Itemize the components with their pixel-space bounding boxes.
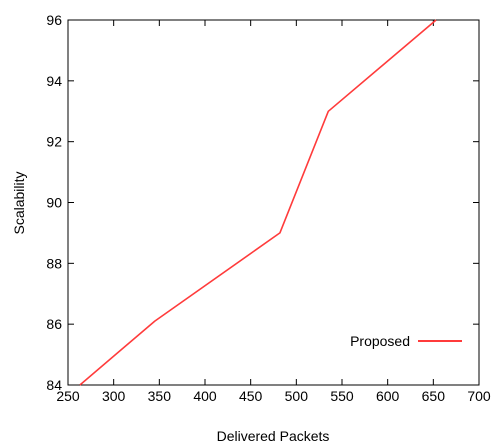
legend-label-proposed: Proposed [350,333,410,349]
legend: Proposed [350,333,462,349]
x-axis-title: Delivered Packets [217,428,330,444]
y-tick-label: 86 [46,316,62,332]
x-tick-label: 350 [148,388,172,404]
x-tick-labels: 250 300 350 400 450 500 550 600 650 700 [56,388,491,404]
x-tick-label: 300 [102,388,126,404]
series-line-proposed [79,19,437,386]
axis-ticks [67,19,480,386]
x-tick-label: 550 [330,388,354,404]
y-tick-label: 96 [46,12,62,28]
y-tick-label: 88 [46,255,62,271]
y-tick-label: 90 [46,195,62,211]
x-tick-label: 700 [467,388,491,404]
plot-frame [67,19,480,386]
y-tick-label: 94 [46,73,62,89]
y-tick-label: 84 [46,377,62,393]
x-tick-label: 400 [193,388,217,404]
x-tick-label: 650 [422,388,446,404]
x-tick-label: 450 [239,388,263,404]
y-tick-labels: 84 86 88 90 92 94 96 [46,12,62,393]
x-tick-label: 250 [56,388,80,404]
series-layer [79,19,437,386]
x-tick-label: 600 [376,388,400,404]
y-axis-title: Scalability [11,171,27,234]
x-tick-label: 500 [285,388,309,404]
y-tick-label: 92 [46,134,62,150]
